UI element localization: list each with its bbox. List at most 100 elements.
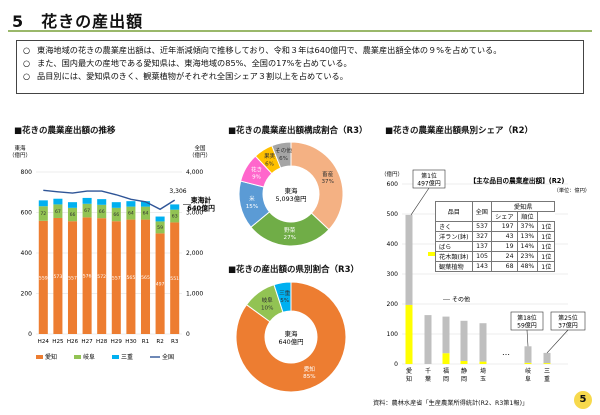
table-cell: 1位 (537, 251, 556, 262)
bar-aichi (97, 218, 107, 334)
title-rule (8, 30, 592, 32)
rank25-callout: 37億円 (558, 322, 578, 330)
bar-aichi (53, 217, 63, 334)
bar-kiku (543, 363, 551, 364)
item-table: 品目 全国 愛知県 シェア 順位 きく 537 197 37% 1位 洋ラン(鉢) 327 4… (435, 201, 556, 272)
x-tick-label: 玉 (480, 376, 486, 383)
aichi-value-label: 557 (68, 276, 77, 282)
bar-aichi (111, 221, 121, 334)
y-tick-label: 200 (387, 301, 399, 308)
bullet-text: また、国内最大の産地である愛知県は、東海地域の85%、全国の17%を占めている。 (37, 58, 352, 68)
x-tick-label: H29 (111, 339, 123, 345)
prefshare-heading: ■花きの産出額の県別割合（R3） (228, 265, 359, 275)
donut-slice (271, 141, 292, 169)
bar-mie (140, 201, 151, 207)
bullet-mark: ○ (23, 71, 31, 81)
slice-label: 米 (249, 195, 255, 203)
y2-tick-label: 4,000 (186, 169, 203, 176)
legend-label: 愛知 (45, 353, 57, 361)
slice-label: その他 (275, 147, 292, 155)
table-cell: 観葉植物 (435, 261, 473, 272)
slice-label: 畜産 (322, 170, 334, 178)
bar-gifu (111, 207, 121, 222)
x-tick-label: 岐 (525, 367, 531, 375)
x-tick-label: R1 (142, 339, 150, 345)
table-cell: 43 (490, 231, 518, 242)
y-tick-label: 400 (387, 241, 399, 248)
legend-swatch (112, 355, 119, 359)
bar-other (479, 323, 487, 362)
slice-label: 6% (265, 161, 274, 167)
x-tick-label: 知 (406, 375, 412, 383)
th-national: 全国 (471, 201, 492, 222)
gifu-value-label: 67 (55, 209, 61, 215)
table-cell: 13% (516, 231, 539, 242)
bar-aichi (140, 219, 151, 334)
table-cell: 197 (490, 221, 518, 232)
bullet-text: 東海地域の花きの農業産出額は、近年漸減傾向で推移しており、令和３年は640億円で… (37, 45, 502, 55)
y2-tick-label: 1,000 (186, 291, 203, 298)
y-unit-label: （億円） (381, 170, 403, 178)
rank1-callout: 497億円 (417, 180, 440, 188)
x-tick-label: 重 (544, 375, 550, 383)
left-axis-label: 東海 (14, 144, 26, 152)
bar-aichi (126, 219, 136, 334)
table-cell: 14% (516, 241, 539, 252)
gifu-value-label: 67 (84, 208, 90, 214)
x-tick-label: R3 (171, 339, 179, 345)
bar-kiku (479, 361, 487, 364)
table-cell: 1位 (537, 261, 556, 272)
x-tick-label: 岡 (461, 376, 467, 383)
donut-slice (235, 281, 347, 393)
y-tick-label: 300 (387, 271, 399, 278)
composition-center-label: 5,093億円 (275, 194, 306, 203)
bar-aichi (38, 220, 48, 334)
gifu-value-label: 64 (128, 211, 134, 217)
x-tick-label: H30 (125, 339, 137, 345)
slice-label: 37% (321, 179, 333, 185)
slice-label: 果実 (264, 152, 276, 160)
table-cell: 花木類(鉢) (435, 251, 473, 262)
gifu-value-label: 64 (143, 211, 149, 217)
rank25-callout-leader (546, 329, 569, 354)
bar-aichi (170, 222, 180, 334)
table-cell: 537 (471, 221, 492, 232)
rank18-callout: 59億円 (517, 322, 537, 330)
slice-label: 10% (261, 305, 273, 311)
bar-other (424, 315, 432, 364)
table-cell: 23% (516, 251, 539, 262)
prefshare-center-label: 640億円 (279, 337, 304, 346)
x-tick-label: 千 (425, 367, 431, 375)
slice-label: 花き (251, 166, 262, 174)
table-cell: 1位 (537, 241, 556, 252)
table-title: 【主な品目の農業産出額】(R2) (470, 176, 565, 185)
bar-other (460, 320, 468, 361)
table-cell: きく (435, 221, 473, 232)
national-last-label: 3,306 (169, 188, 186, 195)
table-cell: 137 (471, 241, 492, 252)
table-cell: 105 (471, 251, 492, 262)
table-cell: 19 (490, 241, 518, 252)
national-heading: ■花きの農業産出額県別シェア（R2） (385, 126, 533, 136)
bullet-mark: ○ (23, 58, 31, 68)
page-number: 5 (574, 391, 592, 409)
national-chart: （億円）0100200300400500600愛知千葉福岡静岡埼玉岐阜三重…きく… (381, 169, 590, 383)
rank18-callout-leader (526, 329, 529, 347)
gifu-value-label: 66 (113, 212, 119, 218)
th-share: シェア (490, 211, 518, 222)
gifu-value-label: 66 (70, 212, 76, 218)
slice-label: 愛知 (304, 365, 316, 373)
aichi-value-label: 559 (39, 275, 48, 281)
aichi-value-label: 565 (127, 275, 136, 281)
bar-mie (155, 216, 165, 222)
bar-mie (67, 202, 78, 208)
bar-gifu (67, 207, 78, 222)
th-aichi: 愛知県 (490, 201, 556, 212)
bar-mie (111, 202, 121, 208)
slice-label: 15% (246, 204, 258, 210)
bar-mie (53, 198, 63, 205)
x-tick-label: H26 (67, 339, 79, 345)
bar-other (442, 316, 450, 354)
y-tick-label: 600 (21, 210, 33, 217)
